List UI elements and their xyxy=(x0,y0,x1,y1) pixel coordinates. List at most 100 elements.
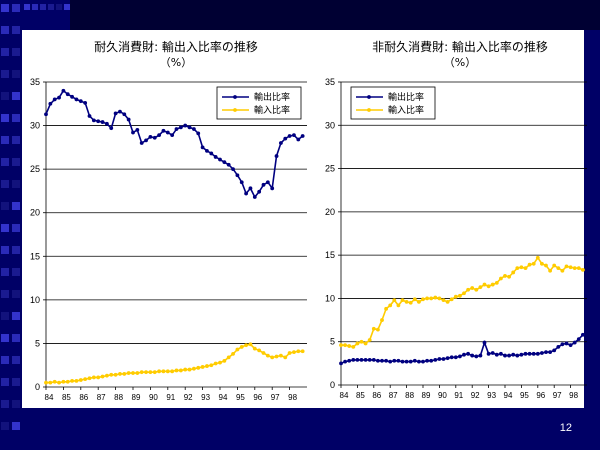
data-point xyxy=(458,293,462,298)
data-point xyxy=(96,119,101,124)
data-point xyxy=(279,353,283,358)
x-tick-label: 91 xyxy=(454,391,463,400)
x-tick-label: 89 xyxy=(422,391,431,400)
data-point xyxy=(274,154,279,158)
data-point xyxy=(343,359,347,364)
decor-square xyxy=(1,290,9,298)
data-point xyxy=(226,355,231,360)
data-point xyxy=(152,135,157,140)
legend-label: 輸入比率 xyxy=(254,104,290,116)
data-point xyxy=(540,261,544,266)
data-point xyxy=(556,345,561,349)
data-point xyxy=(576,337,581,342)
data-point xyxy=(235,173,240,178)
data-point xyxy=(355,341,360,346)
data-point xyxy=(187,125,192,130)
data-point xyxy=(499,351,503,356)
data-point xyxy=(100,374,105,379)
decor-square xyxy=(1,180,9,188)
data-point xyxy=(359,339,364,344)
data-point xyxy=(396,358,401,363)
data-point xyxy=(257,189,262,194)
data-point xyxy=(183,123,188,128)
data-point xyxy=(83,377,88,382)
data-point xyxy=(515,266,520,271)
data-point xyxy=(44,380,48,385)
data-point xyxy=(482,340,487,345)
data-point xyxy=(48,101,53,106)
decor-square xyxy=(12,356,20,364)
decor-square xyxy=(12,180,20,188)
x-tick-label: 84 xyxy=(45,393,54,402)
data-point xyxy=(87,114,92,118)
data-point xyxy=(531,261,536,266)
decor-square xyxy=(1,422,9,430)
data-point xyxy=(109,126,114,131)
data-point xyxy=(196,131,201,136)
data-point xyxy=(380,318,384,322)
data-point xyxy=(170,133,175,138)
x-tick-label: 95 xyxy=(236,393,245,402)
data-point xyxy=(174,127,179,131)
data-point xyxy=(552,348,557,353)
data-point xyxy=(200,365,205,369)
x-tick-label: 87 xyxy=(389,391,398,400)
data-point xyxy=(239,180,244,185)
data-point xyxy=(65,379,70,384)
data-point xyxy=(408,300,413,305)
data-point xyxy=(105,121,109,126)
data-point xyxy=(490,282,495,287)
decor-square xyxy=(1,70,9,78)
legend-marker xyxy=(367,108,371,112)
data-point xyxy=(292,350,296,355)
data-point xyxy=(494,280,499,285)
x-tick-label: 93 xyxy=(487,391,496,400)
data-point xyxy=(152,370,157,375)
data-point xyxy=(384,306,388,311)
decor-square xyxy=(12,136,20,144)
data-point xyxy=(486,351,491,356)
legend-box xyxy=(350,86,436,120)
data-point xyxy=(400,298,405,303)
data-point xyxy=(139,370,144,375)
data-point xyxy=(148,135,153,139)
decor-square xyxy=(12,26,20,34)
data-point xyxy=(347,344,352,348)
series-line xyxy=(46,343,303,384)
decor-square xyxy=(1,400,9,408)
data-point xyxy=(343,343,347,348)
y-tick-label: 25 xyxy=(30,164,40,174)
data-point xyxy=(144,370,148,375)
decor-square xyxy=(1,356,9,364)
data-point xyxy=(87,376,92,381)
legend-label: 輸入比率 xyxy=(388,104,424,116)
data-point xyxy=(445,356,450,361)
data-point xyxy=(437,357,442,361)
y-tick-label: 10 xyxy=(325,293,335,303)
x-tick-label: 86 xyxy=(372,391,381,400)
x-tick-label: 98 xyxy=(569,391,578,400)
data-point xyxy=(466,287,470,292)
data-point xyxy=(376,327,380,332)
data-point xyxy=(572,266,577,271)
data-point xyxy=(96,375,101,380)
data-point xyxy=(449,355,454,360)
chart-subtitle: （%） xyxy=(160,56,192,69)
data-point xyxy=(540,351,544,355)
data-point xyxy=(486,284,491,289)
data-point xyxy=(552,263,557,268)
data-point xyxy=(359,357,364,362)
data-point xyxy=(192,366,196,371)
decor-square xyxy=(12,334,20,342)
data-point xyxy=(339,343,343,348)
data-point xyxy=(231,167,235,172)
legend-marker xyxy=(233,108,237,112)
data-point xyxy=(122,112,127,117)
data-point xyxy=(74,379,79,383)
data-point xyxy=(70,379,74,383)
decor-square xyxy=(12,268,20,276)
data-point xyxy=(441,357,446,361)
data-point xyxy=(105,373,109,378)
decor-square xyxy=(12,202,20,210)
data-point xyxy=(83,101,88,105)
